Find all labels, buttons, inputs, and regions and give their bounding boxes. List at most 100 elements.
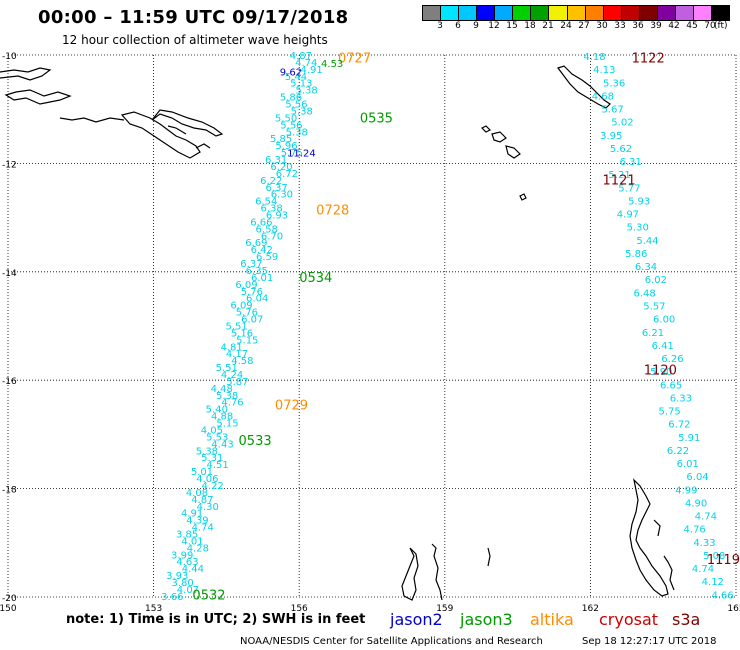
wave-height-value: 5.50 (275, 113, 297, 124)
wave-height-value: 5.38 (286, 127, 308, 138)
legend-tick-label: 70 (704, 21, 716, 31)
highlighted-wave-value: 11.24 (287, 149, 316, 160)
wave-height-value: 6.01 (677, 459, 699, 470)
wave-height-value: 5.75 (659, 407, 681, 418)
legend-swatch (477, 6, 496, 20)
legend-tick-label: 9 (473, 21, 479, 31)
wave-height-value: 6.21 (642, 328, 664, 339)
wave-height-value: 6.69 (245, 238, 267, 249)
wave-height-value: 4.88 (211, 412, 233, 423)
wave-height-value: 4.44 (182, 564, 204, 575)
wave-height-value: 5.93 (628, 196, 650, 207)
wave-height-value: 5.44 (285, 72, 307, 83)
wave-height-value: 4.91 (181, 509, 203, 520)
satellite-name-altika: altika (530, 610, 574, 629)
longitude-label: 165 (727, 604, 740, 614)
wave-height-value: 6.33 (670, 393, 692, 404)
wave-height-value: 4.22 (202, 481, 224, 492)
wave-height-value: 6.02 (645, 275, 667, 286)
wave-height-value: 5.01 (191, 467, 213, 478)
wave-height-value: 4.01 (181, 536, 203, 547)
color-scale-labels: 3 6 9 12 15 18 21 24 27 30 33 36 39 42 45 70 (422, 21, 730, 33)
latitude-label: -10 (2, 52, 17, 62)
highlighted-wave-value: 4.53 (321, 59, 343, 70)
wave-height-value: 6.09 (230, 301, 252, 312)
wave-height-value: 6.07 (241, 315, 263, 326)
wave-height-value: 5.40 (206, 405, 228, 416)
generation-timestamp: Sep 18 12:27:17 UTC 2018 (582, 636, 717, 647)
wave-height-value: 4.05 (201, 425, 223, 436)
color-scale-unit: (ft) (714, 21, 728, 31)
wave-height-value: 5.21 (608, 170, 630, 181)
pass-time-label: 0727 (338, 52, 371, 67)
wave-height-value: 6.70 (261, 231, 283, 242)
satellite-name-jason3: jason3 (460, 610, 513, 629)
satellite-name-jason2: jason2 (390, 610, 443, 629)
pass-time-labels: 0727 0535 0728 0534 0729 0533 0532 1122 1121 1120… (192, 52, 740, 604)
legend-swatch (603, 6, 622, 20)
wave-height-value: 6.04 (686, 472, 708, 483)
wave-height-value: 6.59 (256, 252, 278, 263)
legend-tick-label: 24 (560, 21, 572, 31)
wave-height-value: 5.85 (270, 134, 292, 145)
wave-height-value: 5.15 (236, 335, 258, 346)
wave-height-value: 5.90 (650, 367, 672, 378)
latitude-label: -20 (2, 594, 17, 604)
wave-height-value: 6.09 (235, 280, 257, 291)
longitude-label: 156 (291, 604, 308, 614)
wave-height-value: 4.91 (300, 65, 322, 76)
pass-time-label: 0535 (360, 111, 393, 126)
legend-swatch (531, 6, 550, 20)
pass-time-label: 0729 (275, 399, 308, 414)
wave-height-value: 5.56 (280, 120, 302, 131)
highlighted-wave-value: 9.62 (280, 67, 302, 78)
latitude-label: -18 (2, 486, 17, 496)
latitude-label: -16 (2, 377, 17, 387)
satellite-name-s3a: s3a (672, 610, 701, 629)
legend-swatch (712, 6, 730, 20)
wave-height-value: 6.48 (633, 288, 655, 299)
wave-height-value: 5.56 (285, 100, 307, 111)
wave-height-value: 4.08 (186, 488, 208, 499)
wave-height-value: 4.24 (221, 370, 243, 381)
wave-height-value: 6.37 (265, 183, 287, 194)
legend-tick-label: 45 (686, 21, 698, 31)
satellite-name-cryosat: cryosat (599, 610, 659, 629)
wave-height-value: 3.93 (166, 571, 188, 582)
wave-height-value: 4.68 (592, 91, 614, 102)
wave-height-value: 3.95 (600, 131, 622, 142)
wave-height-value: 4.97 (617, 210, 639, 221)
wave-height-value: 6.31 (265, 155, 287, 166)
wave-height-value: 5.86 (280, 93, 302, 104)
wave-height-value: 5.57 (643, 301, 665, 312)
wave-height-value: 5.38 (296, 86, 318, 97)
pass-time-label: 0534 (299, 271, 332, 286)
wave-height-value: 4.81 (221, 342, 243, 353)
wave-height-value: 4.58 (231, 356, 253, 367)
wave-height-value: 6.00 (653, 315, 675, 326)
coastlines (0, 65, 675, 601)
wave-height-value: 4.87 (191, 495, 213, 506)
wave-height-value: 6.72 (668, 420, 690, 431)
wave-height-value: 6.54 (255, 197, 277, 208)
wave-height-value: 5.02 (611, 118, 633, 129)
wave-height-value: 5.30 (627, 223, 649, 234)
legend-tick-label: 39 (650, 21, 662, 31)
wave-height-value: 5.44 (636, 236, 658, 247)
wave-height-value: 5.87 (226, 377, 248, 388)
wave-height-value: 6.30 (271, 190, 293, 201)
wave-height-value: 3.66 (161, 592, 183, 603)
wave-height-value: 4.33 (693, 538, 715, 549)
wave-height-value: 6.38 (260, 204, 282, 215)
legend-tick-label: 6 (455, 21, 461, 31)
wave-height-value: 5.96 (275, 141, 297, 152)
wave-height-value: 6.34 (635, 262, 657, 273)
latitude-label: -12 (2, 160, 17, 170)
legend-swatch (441, 6, 460, 20)
wave-height-value: 4.13 (593, 65, 615, 76)
wave-height-value: 5.51 (225, 321, 247, 332)
wave-height-value: 5.76 (236, 308, 258, 319)
wave-height-value: 4.99 (675, 485, 697, 496)
pass-time-label: 0532 (192, 588, 225, 603)
